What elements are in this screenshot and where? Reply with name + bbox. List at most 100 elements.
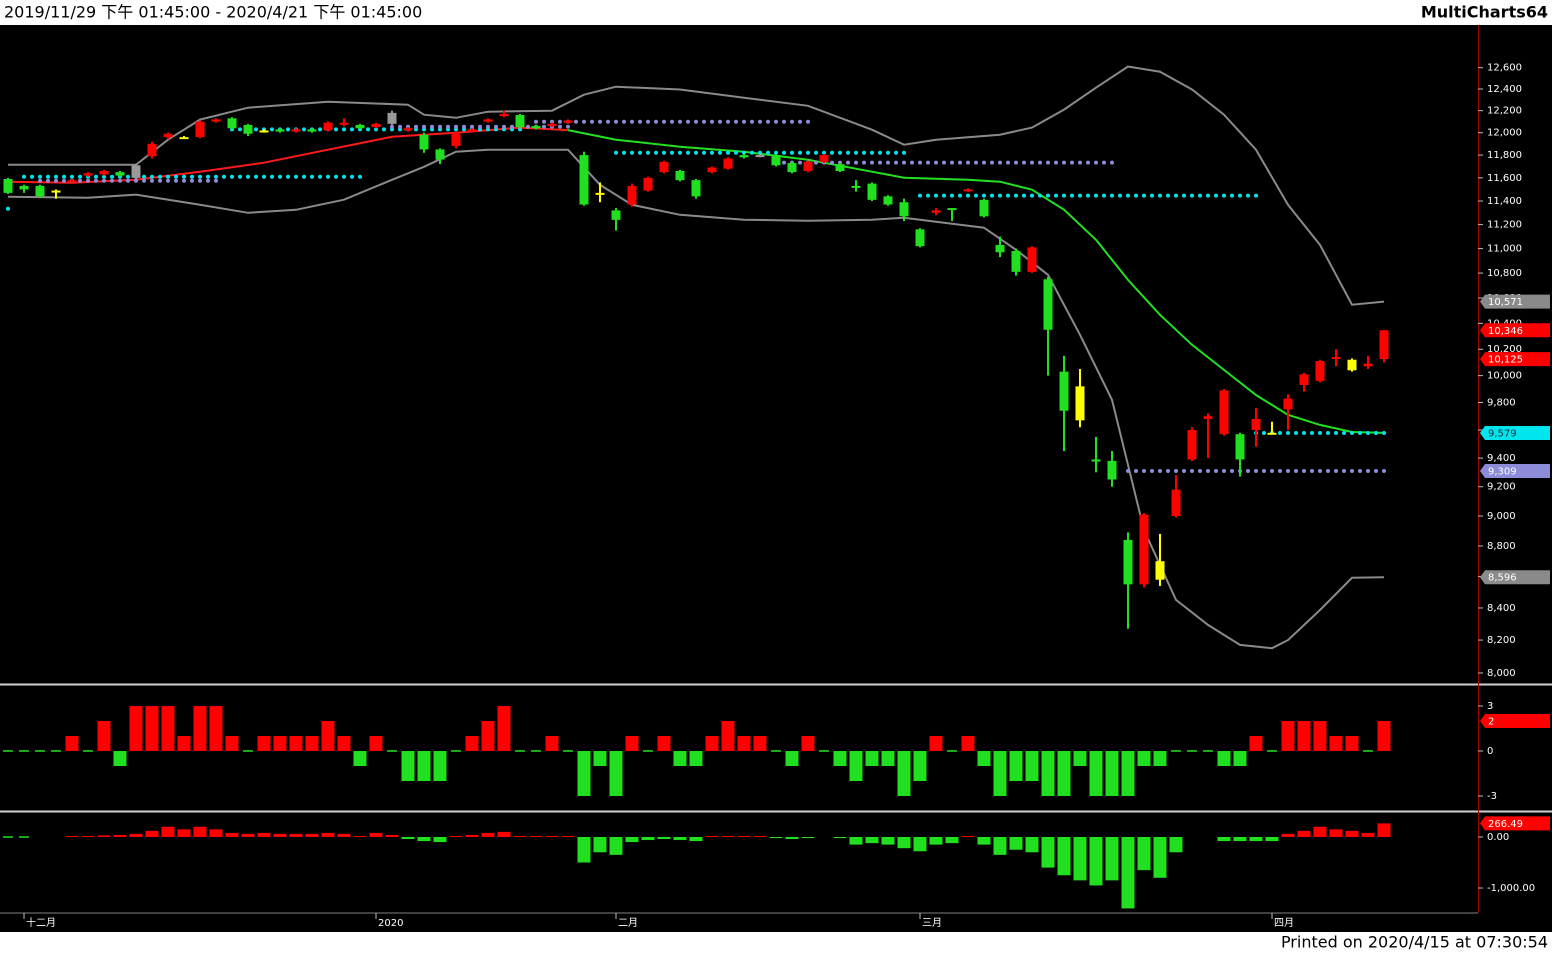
candle-body [291, 129, 301, 132]
bar [1187, 750, 1197, 752]
bar [545, 735, 559, 752]
bar [1057, 751, 1071, 797]
candle-body [1123, 539, 1133, 585]
bar [449, 835, 463, 837]
candle-body [787, 163, 797, 173]
candle-body [627, 185, 637, 205]
indicator-line [7, 148, 1385, 650]
header-bar [0, 0, 1552, 25]
x-tick-label: 2020 [378, 918, 403, 929]
footer-bar [0, 932, 1552, 954]
bar [385, 834, 399, 837]
bar [641, 836, 655, 841]
bar [993, 751, 1007, 797]
candle-body [355, 124, 365, 129]
bar [657, 836, 671, 840]
x-tick-label: 三月 [922, 917, 942, 929]
bar [961, 735, 975, 752]
bar [433, 751, 447, 782]
bar [1233, 836, 1247, 842]
bar [481, 720, 495, 752]
bar [785, 751, 799, 767]
bar [401, 751, 415, 782]
candle-body [691, 180, 701, 197]
bar [321, 720, 335, 752]
candle-body [675, 170, 685, 181]
bar [945, 836, 959, 844]
bar [145, 705, 159, 752]
bar [1009, 836, 1023, 850]
y-tick-label: 11,000 [1487, 244, 1522, 255]
bar [273, 735, 287, 752]
bar [65, 735, 79, 752]
candle-body [1219, 390, 1229, 435]
bar [947, 750, 957, 752]
candle-body [995, 244, 1005, 253]
bar [721, 835, 735, 837]
y-tick-label: 12,200 [1487, 106, 1522, 117]
candle-body [739, 155, 749, 158]
bar [243, 750, 253, 752]
bar [689, 836, 703, 842]
bar [497, 831, 511, 837]
bar [1281, 720, 1295, 752]
bar [897, 751, 911, 797]
last-value-label: 10,125 [1488, 355, 1523, 366]
bar [1089, 751, 1103, 797]
bar [865, 751, 879, 767]
bar [977, 751, 991, 767]
y-tick-label: 12,000 [1487, 128, 1522, 139]
bar [305, 735, 319, 752]
bar [819, 750, 829, 752]
candle-body [275, 129, 285, 132]
bar [161, 705, 175, 752]
bar [1361, 832, 1375, 837]
candle-body [371, 123, 381, 128]
bar [1265, 836, 1279, 842]
bar [593, 751, 607, 767]
last-value-label: 266.49 [1488, 819, 1523, 830]
bar [417, 836, 431, 842]
bar [769, 836, 783, 839]
bar [1345, 735, 1359, 752]
y-tick-label: 8,200 [1487, 635, 1516, 646]
bar [417, 751, 431, 782]
bar [451, 750, 461, 752]
x-tick-label: 十二月 [26, 916, 56, 929]
bar [529, 835, 543, 837]
y-tick-label: -3 [1487, 791, 1497, 802]
last-value-label: 10,346 [1488, 326, 1523, 337]
bar [849, 836, 863, 845]
bar [1121, 751, 1135, 797]
candle-body [915, 229, 925, 247]
y-tick-label: 9,400 [1487, 453, 1516, 464]
bar [129, 705, 143, 752]
bar [643, 750, 653, 752]
candle-body [1235, 434, 1245, 460]
bar [515, 750, 525, 752]
candle-body [467, 129, 477, 132]
candle-body [899, 202, 909, 217]
last-value-label: 2 [1488, 716, 1494, 727]
bar [1153, 751, 1167, 767]
bar [625, 735, 639, 752]
candle-body [1267, 432, 1277, 435]
bar [1249, 836, 1263, 842]
candle-body [1107, 460, 1117, 480]
candle-body [547, 123, 557, 127]
bar [113, 751, 127, 767]
bar [737, 735, 751, 752]
bar [801, 735, 815, 752]
bar [577, 751, 591, 797]
y-tick-label: 0 [1487, 746, 1493, 757]
bar [657, 735, 671, 752]
bar [833, 836, 847, 839]
bar [721, 720, 735, 752]
last-value-flag [1480, 713, 1550, 728]
candle-body [1283, 398, 1293, 410]
last-value-flag [1480, 425, 1550, 440]
candle-body [835, 164, 845, 171]
candle-body [723, 158, 733, 169]
bar [993, 836, 1007, 855]
